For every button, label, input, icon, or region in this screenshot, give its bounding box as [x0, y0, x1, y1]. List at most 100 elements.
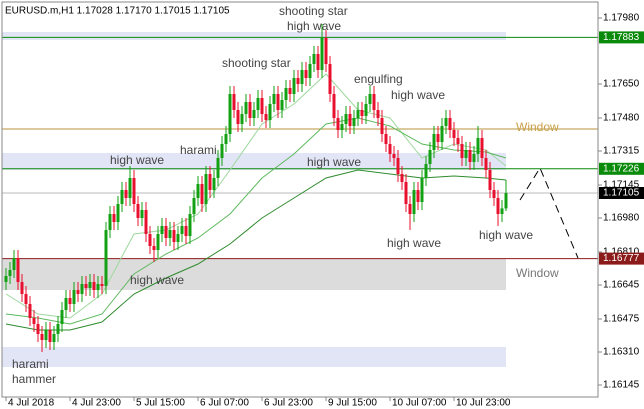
candle-body — [80, 284, 84, 294]
candle-body — [148, 234, 152, 246]
candle-body — [232, 94, 236, 110]
candle-body — [404, 182, 408, 204]
candle-body — [408, 204, 412, 214]
candle-body — [348, 114, 352, 126]
candle-body — [436, 134, 440, 142]
axes: 1.17980 1.17650 1.17480 1.17315 1.17145 1.169… — [5, 13, 644, 409]
candles — [4, 24, 508, 352]
annotation: harami — [180, 143, 217, 157]
candle-body — [296, 78, 300, 84]
annotation: hammer — [12, 372, 56, 386]
candle-body — [384, 134, 388, 144]
x-tick-label: 10 Jul 23:00 — [456, 398, 511, 409]
candle-body — [376, 110, 380, 118]
candle-body — [368, 94, 372, 104]
candle-body — [276, 94, 280, 110]
candle-body — [484, 158, 488, 170]
candle-body — [308, 64, 312, 78]
candle-body — [212, 178, 216, 190]
candle-body — [164, 226, 168, 238]
y-tick-label: 1.17980 — [603, 13, 640, 24]
candle-body — [68, 298, 72, 304]
candle-body — [144, 210, 148, 234]
candle-body — [176, 234, 180, 242]
candle-body — [340, 124, 344, 130]
candle-body — [228, 94, 232, 134]
y-tick-label: 1.17315 — [603, 146, 640, 157]
candle-body — [300, 70, 304, 84]
level-lines — [2, 36, 598, 260]
level-box — [599, 187, 644, 199]
candle-body — [28, 304, 32, 318]
candle-body — [192, 198, 196, 214]
candle-body — [48, 330, 52, 342]
candle-body — [24, 294, 28, 304]
candle-body — [280, 100, 284, 110]
candle-body — [356, 110, 360, 118]
average-line — [5, 169, 507, 331]
candle-body — [76, 290, 80, 294]
header: EURUSD.m,H1 1.17028 1.17170 1.17015 1.17… — [5, 6, 230, 17]
candle-body — [112, 214, 116, 222]
candle-body — [428, 150, 432, 164]
average-line — [5, 73, 507, 319]
candle-body — [120, 190, 124, 204]
candle-body — [452, 130, 456, 138]
candle-body — [388, 144, 392, 154]
candle-body — [504, 193, 508, 209]
annotation: engulfing — [354, 72, 403, 86]
candle-body — [264, 114, 268, 120]
candle-body — [380, 118, 384, 134]
candle-body — [304, 70, 308, 78]
annotation: high wave — [391, 88, 445, 102]
y-tick-label: 1.16310 — [603, 347, 640, 358]
candle-body — [312, 54, 316, 64]
candle-body — [20, 282, 24, 294]
annotation: high wave — [130, 273, 184, 287]
candle-body — [216, 158, 220, 178]
candle-body — [320, 38, 324, 70]
zone — [2, 347, 506, 367]
candle-body — [256, 98, 260, 110]
candle-body — [268, 104, 272, 120]
candle-body — [168, 230, 172, 238]
candle-body — [172, 230, 176, 242]
level-label: 1.17883 — [603, 32, 640, 43]
candle-body — [464, 150, 468, 158]
candle-body — [220, 144, 224, 158]
annotation: harami — [12, 357, 49, 371]
x-tick-label: 9 Jul 15:00 — [328, 398, 377, 409]
candle-body — [188, 214, 192, 236]
y-tick-label: 1.17650 — [603, 79, 640, 90]
candle-body — [196, 184, 200, 198]
annotations: shooting star high wave shooting star en… — [12, 4, 559, 386]
candle-body — [136, 204, 140, 218]
y-tick-label: 1.16645 — [603, 280, 640, 291]
zones — [2, 32, 598, 367]
candle-body — [240, 114, 244, 124]
candle-body — [472, 154, 476, 162]
candle-body — [156, 234, 160, 250]
x-tick-label: 4 Jul 23:00 — [72, 398, 121, 409]
candle-body — [204, 174, 208, 204]
candle-body — [392, 154, 396, 158]
candle-body — [200, 184, 204, 204]
candle-body — [116, 204, 120, 222]
candle-body — [272, 94, 276, 104]
zone — [2, 153, 506, 170]
candle-body — [324, 38, 328, 64]
candle-body — [492, 190, 496, 198]
candle-body — [480, 138, 484, 158]
candle-body — [444, 118, 448, 126]
candle-body — [252, 110, 256, 118]
candle-body — [124, 190, 128, 198]
candle-body — [88, 282, 92, 288]
annotation: high wave — [479, 228, 533, 242]
candle-body — [100, 284, 104, 286]
annotation: high wave — [287, 19, 341, 33]
candle-body — [352, 118, 356, 126]
candle-body — [184, 226, 188, 236]
candle-body — [488, 170, 492, 190]
candle-body — [336, 118, 340, 130]
